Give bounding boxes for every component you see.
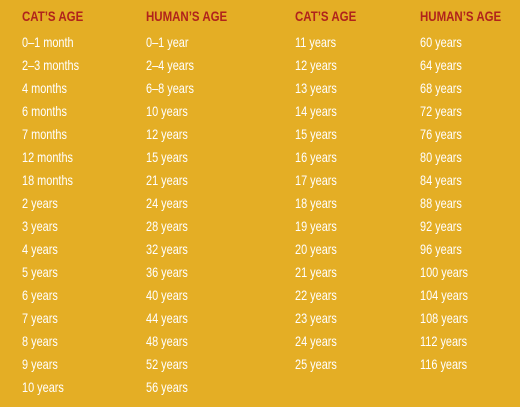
- table-cell: 22 years: [295, 287, 337, 303]
- table-cell: 72 years: [420, 103, 462, 119]
- table-cell: 12 months: [22, 149, 73, 165]
- table-cell: 13 years: [295, 80, 337, 96]
- table-cell: 80 years: [420, 149, 462, 165]
- table-cell: 104 years: [420, 287, 468, 303]
- table-cell: 52 years: [146, 356, 188, 372]
- table-cell: 5 years: [22, 264, 58, 280]
- table-cell: 4 years: [22, 241, 58, 257]
- header-humans-age: HUMAN’S AGE: [146, 8, 228, 24]
- table-cell: 60 years: [420, 34, 462, 50]
- table-cell: 15 years: [295, 126, 337, 142]
- table-cell: 92 years: [420, 218, 462, 234]
- column-cells: 0–1 month 2–3 months 4 months 6 months 7 mon…: [22, 31, 95, 399]
- table-cell: 28 years: [146, 218, 188, 234]
- table-cell: 10 years: [22, 379, 64, 395]
- table-cell: 11 years: [295, 34, 337, 50]
- column-cells: 11 years 12 years 13 years 14 years 15 years…: [295, 31, 349, 376]
- table-cell: 100 years: [420, 264, 468, 280]
- table-cell: 18 years: [295, 195, 337, 211]
- table-cell: 24 years: [295, 333, 337, 349]
- table-cell: 7 months: [22, 126, 67, 142]
- header-cats-age: CAT’S AGE: [22, 8, 84, 24]
- table-cell: 25 years: [295, 356, 337, 372]
- table-cell: 2 years: [22, 195, 58, 211]
- table-cell: 8 years: [22, 333, 58, 349]
- table-cell: 64 years: [420, 57, 462, 73]
- table-cell: 0–1 month: [22, 34, 74, 50]
- table-cell: 112 years: [420, 333, 468, 349]
- table-cell: 3 years: [22, 218, 58, 234]
- table-cell: 12 years: [146, 126, 188, 142]
- table-cell: 96 years: [420, 241, 462, 257]
- table-cell: 20 years: [295, 241, 337, 257]
- table-cell: 16 years: [295, 149, 337, 165]
- table-cell: 68 years: [420, 80, 462, 96]
- table-cell: 40 years: [146, 287, 188, 303]
- table-cell: 44 years: [146, 310, 188, 326]
- table-cell: 23 years: [295, 310, 337, 326]
- table-cell: 2–3 months: [22, 57, 80, 73]
- table-cell: 21 years: [146, 172, 188, 188]
- table-cell: 19 years: [295, 218, 337, 234]
- table-cell: 6 months: [22, 103, 67, 119]
- header-cats-age: CAT’S AGE: [295, 8, 357, 24]
- table-cell: 10 years: [146, 103, 188, 119]
- header-humans-age: HUMAN’S AGE: [420, 8, 502, 24]
- table-cell: 2–4 years: [146, 57, 194, 73]
- table-cell: 9 years: [22, 356, 58, 372]
- table-cell: 116 years: [420, 356, 468, 372]
- table-cell: 32 years: [146, 241, 188, 257]
- table-cell: 15 years: [146, 149, 188, 165]
- table-cell: 7 years: [22, 310, 58, 326]
- table-cell: 24 years: [146, 195, 188, 211]
- column-cells: 60 years 64 years 68 years 72 years 76 years…: [420, 31, 481, 376]
- table-cell: 56 years: [146, 379, 188, 395]
- table-cell: 108 years: [420, 310, 468, 326]
- table-cell: 76 years: [420, 126, 462, 142]
- table-cell: 4 months: [22, 80, 67, 96]
- table-cell: 6–8 years: [146, 80, 194, 96]
- table-cell: 18 months: [22, 172, 73, 188]
- table-cell: 21 years: [295, 264, 337, 280]
- column-cells: 0–1 year 2–4 years 6–8 years 10 years 12 yea…: [146, 31, 207, 399]
- table-cell: 12 years: [295, 57, 337, 73]
- table-cell: 14 years: [295, 103, 337, 119]
- table-cell: 48 years: [146, 333, 188, 349]
- table-cell: 6 years: [22, 287, 58, 303]
- table-cell: 84 years: [420, 172, 462, 188]
- table-cell: 88 years: [420, 195, 462, 211]
- table-cell: 17 years: [295, 172, 337, 188]
- table-cell: 0–1 year: [146, 34, 189, 50]
- table-cell: 36 years: [146, 264, 188, 280]
